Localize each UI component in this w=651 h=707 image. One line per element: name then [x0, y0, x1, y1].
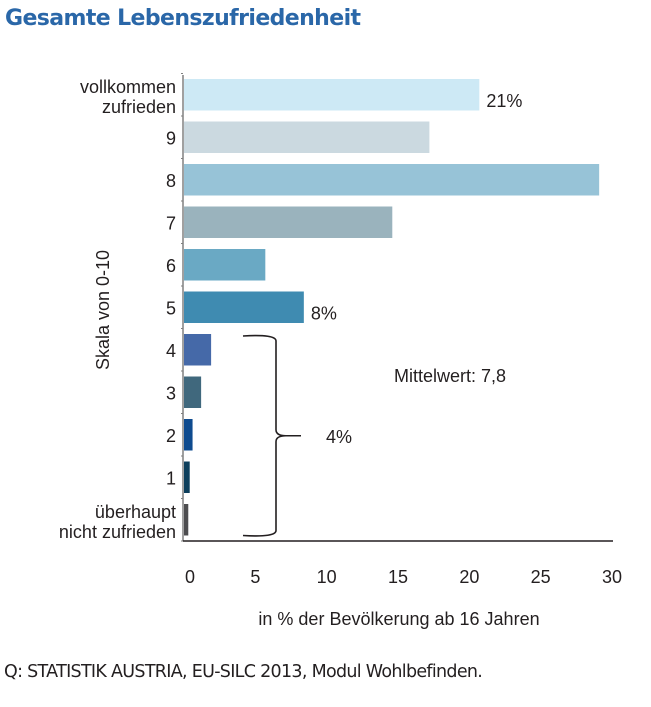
y-tick-label: 8	[166, 171, 176, 191]
x-axis-label: in % der Bevölkerung ab 16 Jahren	[258, 609, 539, 629]
bar	[184, 461, 190, 493]
x-tick-label: 20	[459, 567, 479, 587]
y-tick-label: überhaupt	[95, 502, 176, 522]
x-tick-label: 30	[602, 567, 622, 587]
y-tick-label: 7	[166, 213, 176, 233]
bar	[184, 376, 202, 408]
x-tick-label: 25	[531, 567, 551, 587]
bar	[184, 291, 304, 323]
data-label: 21%	[486, 91, 522, 111]
bar	[184, 121, 430, 153]
y-tick-label: vollkommen	[80, 77, 176, 97]
y-tick-label: nicht zufrieden	[59, 522, 176, 542]
y-tick-label: 2	[166, 426, 176, 446]
bar	[184, 419, 193, 451]
y-tick-label: 3	[166, 383, 176, 403]
x-tick-label: 15	[388, 567, 408, 587]
x-tick-label: 10	[317, 567, 337, 587]
y-axis-label: Skala von 0-10	[93, 250, 113, 370]
source-note: Q: STATISTIK AUSTRIA, EU-SILC 2013, Modu…	[4, 662, 483, 682]
data-label: 8%	[311, 303, 337, 323]
chart-title: Gesamte Lebenszufriedenheit	[5, 6, 361, 31]
x-tick-label: 5	[250, 567, 260, 587]
x-tick-label: 0	[185, 567, 195, 587]
bar	[184, 334, 212, 366]
y-tick-label: 4	[166, 341, 176, 361]
mean-annotation: Mittelwert: 7,8	[394, 366, 506, 386]
bracket	[242, 334, 301, 537]
bar	[184, 504, 189, 536]
bar	[184, 164, 600, 196]
y-tick-label: zufrieden	[102, 97, 176, 117]
y-tick-label: 9	[166, 128, 176, 148]
y-tick-label: 6	[166, 256, 176, 276]
bar	[184, 79, 480, 111]
bracket-label: 4%	[326, 427, 352, 447]
bar	[184, 206, 393, 238]
y-tick-label: 5	[166, 298, 176, 318]
bar	[184, 249, 266, 281]
y-tick-label: 1	[166, 468, 176, 488]
